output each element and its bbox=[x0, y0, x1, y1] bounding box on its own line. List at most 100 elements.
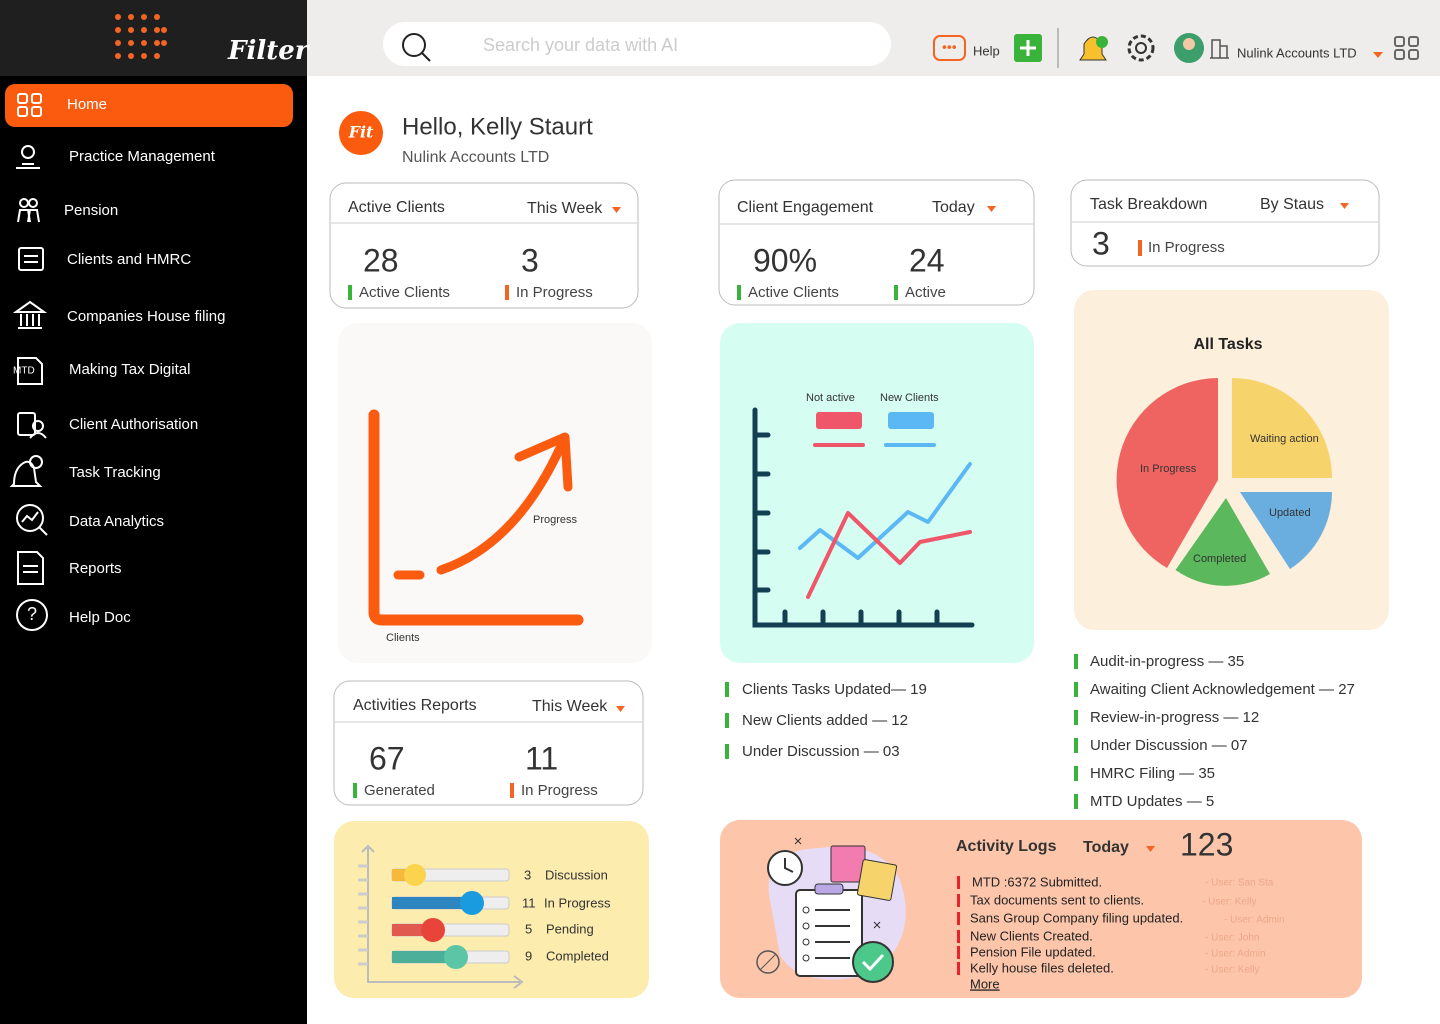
stat-label: In Progress bbox=[1148, 239, 1225, 256]
nav-item[interactable]: Companies House filing bbox=[67, 308, 225, 325]
stat-value: 90% bbox=[753, 242, 817, 278]
illustration-arrow bbox=[514, 432, 573, 492]
log-user: - User: Kelly bbox=[1202, 897, 1256, 908]
search-box[interactable] bbox=[383, 22, 891, 66]
log-user: - User: John bbox=[1205, 933, 1259, 944]
list-marker bbox=[1074, 766, 1078, 781]
greeting-subtitle: Nulink Accounts LTD bbox=[402, 149, 549, 166]
engagement-illustration bbox=[720, 323, 1034, 663]
period-select[interactable]: Today bbox=[1083, 839, 1129, 856]
row-count: 11 bbox=[522, 895, 536, 910]
log-marker bbox=[957, 912, 960, 925]
list-item: Audit-in-progress — 35 bbox=[1090, 653, 1244, 670]
dropdown-arrow[interactable] bbox=[616, 706, 625, 712]
nav-item[interactable]: Data Analytics bbox=[69, 513, 164, 530]
nav-item[interactable]: Making Tax Digital bbox=[69, 361, 190, 378]
log-text: Sans Group Company filing updated. bbox=[970, 910, 1183, 925]
company-logo-text: Fit bbox=[348, 123, 374, 142]
list-item: HMRC Filing — 35 bbox=[1090, 765, 1215, 782]
stat-marker bbox=[737, 285, 741, 300]
list-marker bbox=[1074, 794, 1078, 809]
pie-label: In Progress bbox=[1140, 463, 1197, 475]
nav-item[interactable]: Reports bbox=[69, 560, 122, 577]
nav-item[interactable]: Help Doc bbox=[69, 609, 131, 626]
dropdown-arrow[interactable] bbox=[987, 206, 996, 212]
card-title: Active Clients bbox=[348, 199, 445, 216]
pie-title: All Tasks bbox=[1193, 336, 1262, 353]
card-title: Activities Reports bbox=[353, 697, 477, 714]
account-name[interactable]: Nulink Accounts LTD bbox=[1237, 45, 1357, 60]
stat-value: 3 bbox=[1092, 225, 1110, 261]
nav-icons bbox=[9, 93, 48, 631]
legend-label: New Clients bbox=[880, 392, 939, 404]
more-link[interactable]: More bbox=[970, 976, 1000, 991]
apps-icon[interactable] bbox=[1394, 36, 1419, 60]
nav-item[interactable]: Clients and HMRC bbox=[67, 251, 191, 268]
stat-value: 28 bbox=[363, 242, 399, 278]
period-select[interactable]: This Week bbox=[532, 698, 608, 715]
log-count: 123 bbox=[1180, 826, 1233, 862]
row-count: 9 bbox=[525, 948, 532, 963]
card-title: Client Engagement bbox=[737, 199, 874, 216]
log-entries: MTD :6372 Submitted. - User: San Sta Tax… bbox=[957, 874, 1285, 976]
illustration-line bbox=[436, 443, 565, 575]
greeting-title: Hello, Kelly Staurt bbox=[402, 113, 593, 140]
dropdown-arrow[interactable] bbox=[1373, 52, 1383, 58]
stat-value: 11 bbox=[525, 740, 558, 776]
dropdown-arrow[interactable] bbox=[612, 207, 621, 213]
nav-item[interactable]: Task Tracking bbox=[69, 464, 161, 481]
list-marker bbox=[725, 713, 729, 728]
dropdown-arrow[interactable] bbox=[1340, 203, 1349, 209]
log-text: New Clients Created. bbox=[970, 928, 1093, 943]
pie-slice bbox=[1175, 498, 1270, 586]
log-text: MTD :6372 Submitted. bbox=[972, 874, 1102, 889]
list-marker bbox=[1074, 682, 1078, 697]
log-marker bbox=[957, 930, 960, 943]
stat-marker bbox=[1138, 240, 1142, 256]
list-item: Review-in-progress — 12 bbox=[1090, 709, 1259, 726]
help-link[interactable]: Help bbox=[973, 43, 1000, 58]
stat-value: 24 bbox=[909, 242, 945, 278]
list-item: Clients Tasks Updated— 19 bbox=[742, 681, 927, 698]
settings-icon bbox=[1135, 42, 1147, 54]
stat-label: In Progress bbox=[521, 782, 598, 799]
period-select[interactable]: Today bbox=[932, 199, 975, 216]
log-user: - User: San Sta bbox=[1205, 878, 1274, 889]
pie-slice bbox=[1240, 492, 1332, 569]
period-select[interactable]: By Staus bbox=[1260, 196, 1324, 213]
illustration-label: Clients bbox=[386, 632, 420, 644]
log-text: Pension File updated. bbox=[970, 944, 1096, 959]
settings-icon[interactable] bbox=[1127, 34, 1155, 62]
list-marker bbox=[1074, 710, 1078, 725]
stat-label: Generated bbox=[364, 782, 435, 799]
nav-item[interactable]: Client Authorisation bbox=[69, 416, 198, 433]
chat-icon[interactable] bbox=[933, 35, 966, 61]
pie-slice bbox=[1116, 378, 1218, 568]
brand-bar bbox=[0, 0, 307, 76]
stat-marker bbox=[348, 285, 352, 300]
legend-swatch bbox=[888, 412, 934, 429]
row-label: Pending bbox=[546, 921, 594, 936]
search-icon bbox=[402, 33, 426, 57]
illustration-line bbox=[806, 511, 972, 599]
illustration-label: Progress bbox=[533, 514, 578, 526]
client-engagement-card bbox=[718, 179, 1035, 306]
illustration-ticks bbox=[358, 864, 368, 966]
stat-marker bbox=[510, 783, 514, 798]
dropdown-arrow[interactable] bbox=[1146, 846, 1155, 852]
stat-marker bbox=[505, 285, 509, 300]
nav-item[interactable]: Practice Management bbox=[69, 148, 216, 165]
pie-slice bbox=[1232, 378, 1332, 478]
period-select[interactable]: This Week bbox=[527, 200, 603, 217]
nav-item[interactable]: Home bbox=[67, 96, 107, 113]
stat-label: Active Clients bbox=[359, 284, 450, 301]
activities-reports-card bbox=[333, 680, 644, 806]
activity-illustration bbox=[756, 837, 906, 983]
list-item: Under Discussion — 07 bbox=[1090, 737, 1248, 754]
legend-label: Not active bbox=[806, 392, 855, 404]
pie-label: Updated bbox=[1269, 507, 1311, 519]
nav-item[interactable]: Pension bbox=[64, 202, 118, 219]
log-text: Tax documents sent to clients. bbox=[970, 892, 1144, 907]
company-logo bbox=[339, 111, 383, 155]
list-marker bbox=[725, 744, 729, 759]
